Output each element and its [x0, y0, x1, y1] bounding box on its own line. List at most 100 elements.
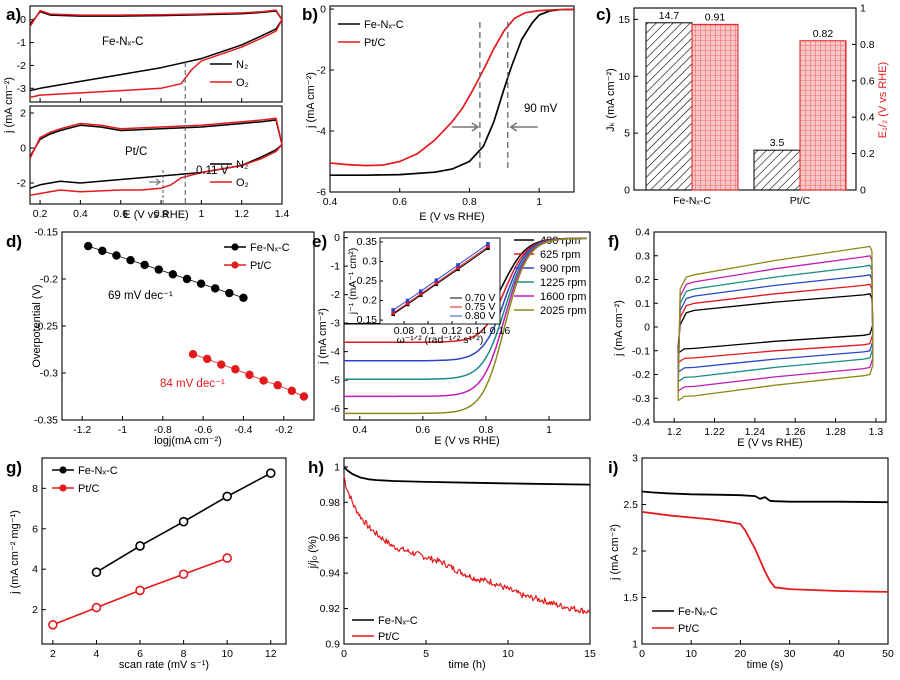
- series-loop-f-0: [677, 293, 874, 354]
- x-tick-label: 20: [735, 648, 747, 660]
- inset-series-line-2: [392, 243, 489, 311]
- y-tick-label: -3: [17, 83, 26, 95]
- legend-marker: [231, 243, 239, 251]
- y2-tick-label: 0.4: [860, 112, 875, 124]
- y-tick-label: -1: [331, 261, 340, 273]
- bar-ehalf-1: [799, 40, 847, 191]
- y-axis-label: Overpotential (V): [31, 284, 43, 367]
- y-tick-label: 0: [20, 14, 26, 26]
- x-tick-label: 10: [502, 648, 514, 660]
- data-point: [265, 468, 276, 478]
- x-tick-label: 1.28: [825, 426, 846, 438]
- panel-label-b: b): [302, 5, 318, 24]
- y-tick-label: -0.3: [632, 393, 650, 405]
- x-tick-label: 0.4: [73, 208, 88, 220]
- y2-tick-label: 0.8: [860, 39, 875, 51]
- panel-f: f) 1.2 1.22 1.24 1.26 1.28 1.3 0.4 0.3 0.2 0.1 0 -0.…: [608, 227, 887, 449]
- bar-jk-0: [645, 22, 693, 191]
- y-tick-label: -0.2: [40, 274, 58, 286]
- legend-label: Pt/C: [678, 623, 699, 635]
- inset-legend-label: 0.75 V: [465, 301, 495, 313]
- plot-frame-e: [343, 231, 591, 421]
- bar-value-label: 14.7: [659, 10, 680, 22]
- slope-label: 69 mV dec⁻¹: [108, 290, 173, 302]
- bar-jk-1: [753, 149, 801, 191]
- panel-label-a: a): [6, 5, 21, 24]
- inset-x-tick-label: 0.16: [490, 325, 511, 337]
- y2-tick-label: 1: [860, 3, 866, 15]
- x-tick-label: 0.4: [352, 424, 367, 436]
- x-tick-label: 10: [685, 648, 697, 660]
- y2-tick-label: 0.2: [860, 148, 875, 160]
- y-tick-label: -0.3: [40, 368, 58, 380]
- series-loop-f-5: [677, 245, 874, 402]
- panel-d: d) -1.2 -1 -0.8 -0.6 -0.4 -0.2 -0.15 -0.2 -0.25 -0…: [6, 227, 315, 447]
- panel-label-i: i): [608, 458, 618, 477]
- y-axis-label: j (mA cm⁻²): [305, 72, 317, 129]
- data-point: [202, 354, 212, 364]
- data-point: [245, 370, 254, 380]
- inset-data-point: [405, 298, 410, 303]
- panel-c: c) 0 5 10 15 0 0.2 0.4 0.6 0.8 1 14.7 0.91 Fe-Nₓ-C 3.5…: [596, 3, 889, 208]
- y-axis-label: j (mA cm⁻² mg⁻¹): [9, 510, 21, 595]
- series-line-b-1: [329, 8, 575, 167]
- x-tick-label: 10: [221, 648, 233, 660]
- y-tick-label: -0.15: [34, 227, 58, 239]
- x-tick-label: 1.2: [234, 208, 249, 220]
- inset-data-point: [434, 278, 439, 283]
- y-tick-label: 2: [32, 604, 38, 616]
- series-line-b-0: [330, 8, 575, 177]
- data-point: [178, 569, 189, 580]
- legend-label: Fe-Nₓ-C: [364, 19, 404, 31]
- x-tick-label: -0.2: [275, 424, 293, 436]
- y-tick-label: 1: [632, 639, 638, 651]
- inset-x-tick-label: 0.12: [442, 325, 463, 337]
- slope-label: 84 mV dec⁻¹: [160, 378, 225, 390]
- x-tick-label: 0.6: [113, 208, 128, 220]
- legend-label: Pt/C: [78, 483, 99, 495]
- series-line-i-1: [641, 511, 889, 593]
- x-tick-label: 1.4: [275, 208, 290, 220]
- y-tick-label: -2: [317, 65, 326, 77]
- data-point: [273, 381, 282, 390]
- category-label: Pt/C: [790, 195, 811, 207]
- y-tick-label: -0.4: [632, 417, 650, 429]
- data-point: [48, 619, 58, 630]
- inset-data-point: [456, 263, 460, 267]
- legend-label: Fe-Nₓ-C: [378, 615, 418, 627]
- y-axis-label: j (mA cm⁻²): [609, 524, 621, 581]
- series-line-a-bot-o2: [29, 117, 283, 197]
- y-tick-label: 0.1: [635, 298, 650, 310]
- legend-marker: [59, 466, 67, 474]
- bar-ehalf-0: [691, 23, 739, 191]
- panel-label-d: d): [6, 232, 22, 251]
- panel-h: h) 0 5 10 15 0.9 0.92 0.94 0.96 0.98 1 Fe-Nₓ-C Pt/C j…: [307, 457, 596, 671]
- inset-data-point: [434, 281, 439, 285]
- inset-x-tick-label: 0.08: [394, 325, 415, 337]
- y-tick-label: -2: [17, 178, 26, 190]
- inset-series-line-0: [392, 247, 489, 315]
- y-tick-label: -2: [17, 60, 26, 72]
- data-point: [217, 360, 226, 369]
- y-tick-label: 2: [632, 546, 638, 558]
- plot-frame-d: [61, 231, 315, 421]
- x-tick-label: 0.4: [323, 196, 338, 208]
- data-point: [222, 553, 232, 563]
- legend-label: O₂: [236, 77, 249, 89]
- y-tick-label: 0: [320, 4, 326, 16]
- y-axis-label: j (mA cm⁻²): [317, 308, 329, 365]
- data-point: [211, 284, 220, 293]
- y-tick-label: 4: [32, 564, 38, 576]
- plot-frame-h: [343, 457, 591, 645]
- x-tick-label: -0.4: [234, 424, 252, 436]
- x-tick-label: -1: [118, 424, 127, 436]
- panel-g: g) 2 4 6 8 10 12 2 4 6 8 Fe-Nₓ-C Pt/C j (mA cm⁻² mg⁻¹…: [6, 457, 287, 671]
- y-tick-label: 0: [644, 322, 650, 334]
- y-tick-label: 8: [32, 483, 38, 495]
- data-point: [140, 260, 149, 270]
- annotation-pt: Pt/C: [125, 146, 147, 158]
- y-tick-label: 0: [20, 143, 26, 155]
- panel-b: b) 0.4 0.6 0.8 1 0 -2 -4 -6 90 mV Fe-Nₓ-C Pt/C j (mA…: [302, 4, 575, 223]
